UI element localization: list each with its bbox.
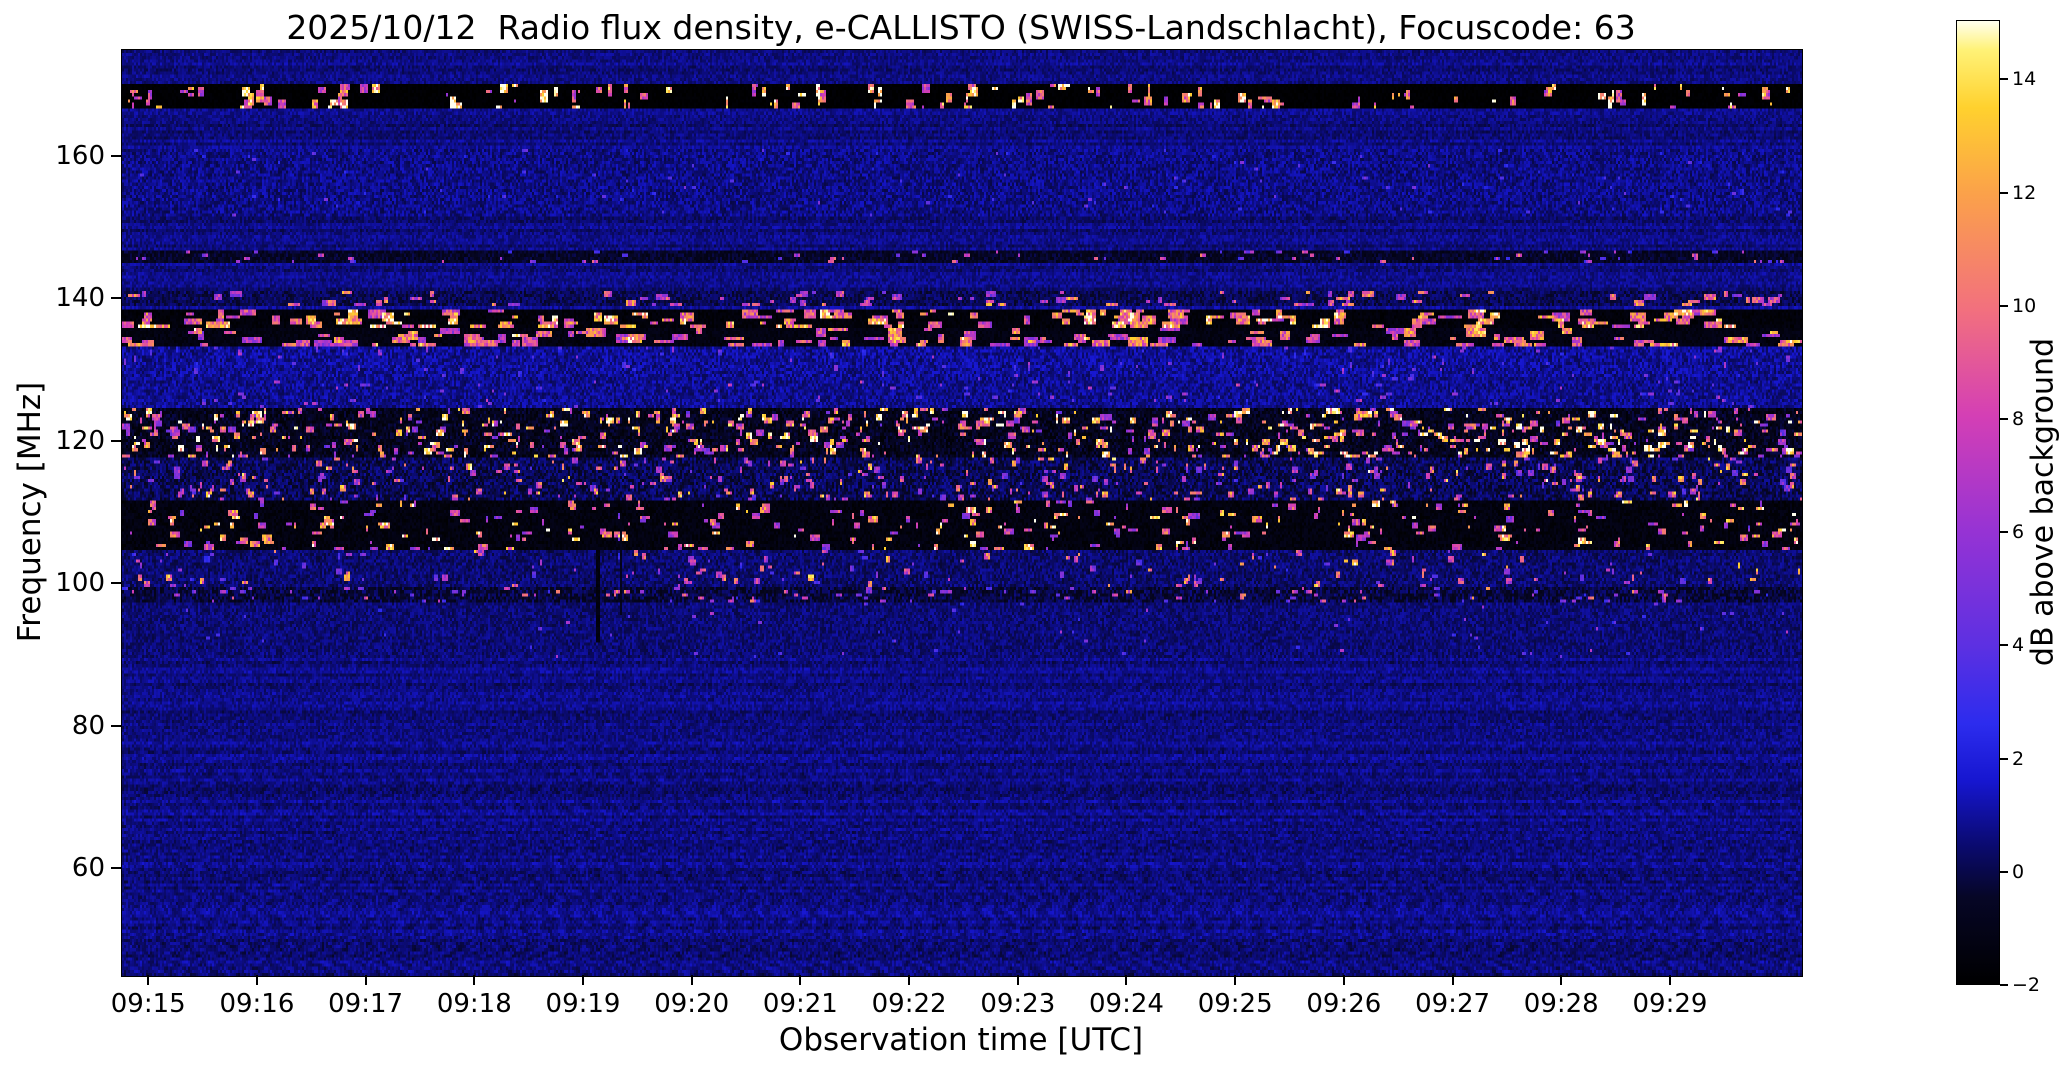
- x-tick-label: 09:25: [1197, 989, 1273, 1019]
- spectrogram-canvas: [122, 50, 1802, 976]
- colorbar-tick-mark: [2000, 757, 2008, 760]
- y-tick-label: 60: [71, 853, 105, 884]
- colorbar-tick-label: 6: [2012, 521, 2025, 544]
- colorbar-tick-label: −2: [2012, 974, 2041, 996]
- y-tick-label: 160: [55, 140, 105, 171]
- y-tick-mark: [111, 582, 121, 585]
- y-tick-label: 80: [71, 710, 105, 741]
- x-tick-mark: [1342, 975, 1345, 985]
- y-tick-mark: [111, 439, 121, 442]
- y-tick-mark: [111, 867, 121, 870]
- x-tick-mark: [1451, 975, 1454, 985]
- colorbar-tick-mark: [2000, 78, 2008, 81]
- colorbar-tick-label: 4: [2012, 634, 2025, 657]
- colorbar-tick-mark: [2000, 191, 2008, 194]
- colorbar-tick-mark: [2000, 418, 2008, 421]
- x-tick-label: 09:28: [1523, 989, 1599, 1019]
- y-tick-label: 120: [55, 425, 105, 456]
- x-tick-mark: [1125, 975, 1128, 985]
- colorbar-tick-mark: [2000, 644, 2008, 647]
- x-tick-mark: [799, 975, 802, 985]
- x-tick-mark: [1234, 975, 1237, 985]
- colorbar-tick-label: 0: [2012, 860, 2025, 883]
- colorbar-tick-label: 12: [2012, 181, 2037, 204]
- y-tick-mark: [111, 297, 121, 300]
- y-tick-mark: [111, 154, 121, 157]
- x-tick-label: 09:19: [545, 989, 621, 1019]
- colorbar-tick-mark: [2000, 870, 2008, 873]
- x-tick-label: 09:18: [436, 989, 512, 1019]
- colorbar-tick-mark: [2000, 531, 2008, 534]
- chart-title: 2025/10/12 Radio flux density, e-CALLIST…: [286, 8, 1636, 47]
- x-tick-label: 09:23: [980, 989, 1056, 1019]
- x-tick-label: 09:16: [219, 989, 295, 1019]
- y-tick-mark: [111, 724, 121, 727]
- y-axis-label: Frequency [MHz]: [12, 381, 48, 643]
- x-tick-mark: [147, 975, 150, 985]
- x-tick-mark: [690, 975, 693, 985]
- plot-area: [121, 49, 1803, 977]
- x-tick-mark: [364, 975, 367, 985]
- x-axis-label: Observation time [UTC]: [778, 1022, 1144, 1058]
- colorbar-tick-label: 14: [2012, 68, 2037, 91]
- y-tick-label: 140: [55, 283, 105, 314]
- x-tick-mark: [1668, 975, 1671, 985]
- x-tick-label: 09:26: [1306, 989, 1382, 1019]
- x-tick-label: 09:15: [110, 989, 186, 1019]
- y-tick-label: 100: [55, 568, 105, 599]
- x-tick-label: 09:21: [762, 989, 838, 1019]
- colorbar-tick-mark: [2000, 984, 2008, 986]
- x-tick-mark: [1560, 975, 1563, 985]
- x-tick-mark: [1016, 975, 1019, 985]
- colorbar-label: dB above background: [2025, 337, 2061, 667]
- colorbar-gradient: [1957, 21, 1999, 984]
- colorbar-tick-label: 8: [2012, 408, 2025, 431]
- x-tick-label: 09:29: [1632, 989, 1708, 1019]
- x-tick-label: 09:24: [1089, 989, 1164, 1019]
- x-tick-mark: [908, 975, 911, 985]
- x-tick-label: 09:17: [328, 989, 404, 1019]
- x-tick-mark: [255, 975, 258, 985]
- colorbar-tick-mark: [2000, 304, 2008, 307]
- x-tick-mark: [473, 975, 476, 985]
- x-tick-label: 09:27: [1415, 989, 1491, 1019]
- x-tick-label: 09:20: [654, 989, 730, 1019]
- colorbar-tick-label: 2: [2012, 747, 2025, 770]
- x-tick-label: 09:22: [871, 989, 947, 1019]
- x-tick-mark: [582, 975, 584, 985]
- colorbar-tick-label: 10: [2012, 294, 2037, 317]
- colorbar: [1956, 20, 2000, 985]
